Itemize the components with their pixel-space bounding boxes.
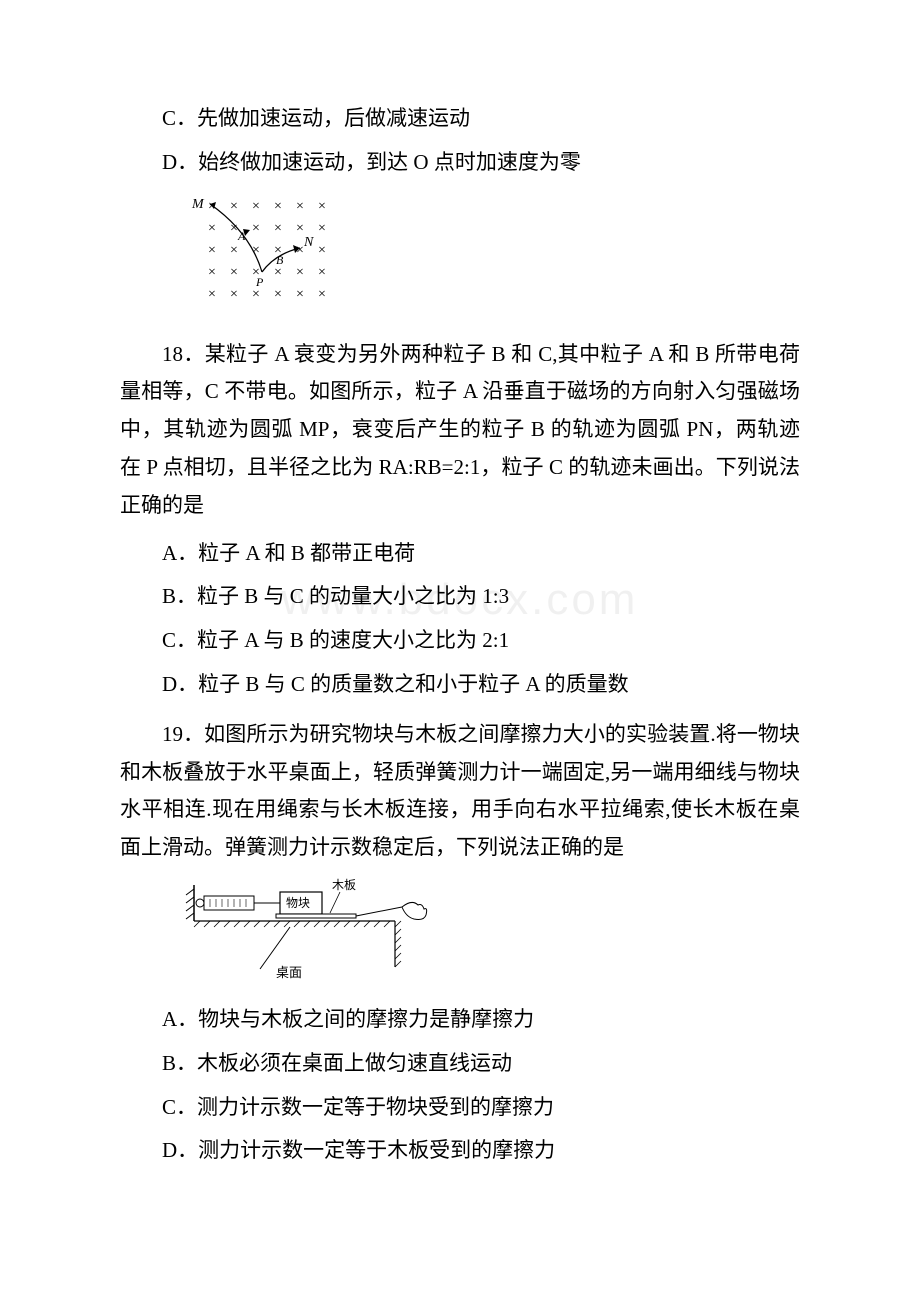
q19-option-d: D．测力计示数一定等于木板受到的摩擦力 — [120, 1132, 800, 1170]
figure-friction-device: 物块 木板 桌面 — [180, 877, 800, 987]
svg-text:×: × — [252, 221, 260, 236]
friction-svg: 物块 木板 桌面 — [180, 877, 430, 987]
svg-text:×: × — [274, 287, 282, 302]
q18-stem: 18．某粒子 A 衰变为另外两种粒子 B 和 C,其中粒子 A 和 B 所带电荷… — [120, 336, 800, 525]
q17-option-d: D．始终做加速运动，到达 O 点时加速度为零 — [120, 144, 800, 182]
q18-option-d: D．粒子 B 与 C 的质量数之和小于粒子 A 的质量数 — [120, 666, 800, 704]
svg-text:×: × — [208, 199, 216, 214]
label-p: P — [255, 275, 264, 289]
svg-text:×: × — [296, 221, 304, 236]
label-desk: 桌面 — [276, 965, 302, 980]
svg-text:×: × — [230, 243, 238, 258]
q18-option-a: A．粒子 A 和 B 都带正电荷 — [120, 535, 800, 573]
page-content: C．先做加速运动，后做减速运动 D．始终做加速运动，到达 O 点时加速度为零 ×… — [120, 100, 800, 1170]
svg-text:×: × — [296, 287, 304, 302]
svg-text:×: × — [208, 243, 216, 258]
svg-text:×: × — [274, 265, 282, 280]
svg-text:×: × — [208, 221, 216, 236]
svg-text:×: × — [318, 287, 326, 302]
figure-magnetic-field: ×××××× ×××××× ×××××× ×××××× ×××××× M — [180, 192, 800, 322]
svg-text:×: × — [296, 265, 304, 280]
q19-stem: 19．如图所示为研究物块与木板之间摩擦力大小的实验装置.将一物块和木板叠放于水平… — [120, 716, 800, 867]
label-m: M — [191, 197, 205, 212]
label-a: A — [237, 229, 246, 243]
svg-text:×: × — [230, 199, 238, 214]
svg-text:×: × — [230, 265, 238, 280]
svg-text:×: × — [318, 199, 326, 214]
label-b: B — [276, 253, 284, 267]
svg-text:×: × — [296, 199, 304, 214]
svg-text:×: × — [252, 199, 260, 214]
label-n: N — [303, 235, 314, 250]
q18-option-c: C．粒子 A 与 B 的速度大小之比为 2:1 — [120, 622, 800, 660]
label-board: 木板 — [332, 878, 356, 892]
q19-option-c: C．测力计示数一定等于物块受到的摩擦力 — [120, 1089, 800, 1127]
label-block: 物块 — [286, 896, 310, 910]
magnetic-field-svg: ×××××× ×××××× ×××××× ×××××× ×××××× M — [180, 192, 350, 322]
svg-text:×: × — [274, 199, 282, 214]
svg-text:×: × — [318, 265, 326, 280]
svg-text:×: × — [252, 287, 260, 302]
q19-option-a: A．物块与木板之间的摩擦力是静摩擦力 — [120, 1001, 800, 1039]
svg-text:×: × — [208, 287, 216, 302]
svg-text:×: × — [318, 243, 326, 258]
svg-text:×: × — [318, 221, 326, 236]
q19-option-b: B．木板必须在桌面上做匀速直线运动 — [120, 1045, 800, 1083]
svg-text:×: × — [274, 221, 282, 236]
q17-option-c: C．先做加速运动，后做减速运动 — [120, 100, 800, 138]
svg-text:×: × — [230, 287, 238, 302]
q18-option-b: B．粒子 B 与 C 的动量大小之比为 1:3 — [120, 578, 800, 616]
svg-text:×: × — [230, 221, 238, 236]
svg-text:×: × — [208, 265, 216, 280]
